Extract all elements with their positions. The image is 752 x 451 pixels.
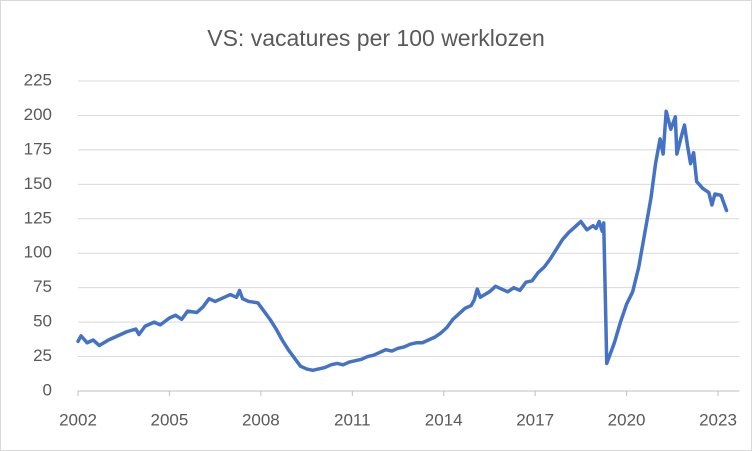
x-tick-label: 2008: [242, 410, 280, 429]
x-tick-label: 2002: [59, 410, 97, 429]
y-tick-label: 175: [24, 139, 52, 158]
y-tick-label: 200: [24, 105, 52, 124]
x-tick-label: 2005: [151, 410, 189, 429]
x-tick-label: 2011: [334, 410, 371, 429]
y-tick-label: 25: [33, 346, 52, 365]
y-tick-label: 150: [24, 174, 52, 193]
x-tick-label: 2023: [699, 410, 737, 429]
y-tick-label: 50: [33, 312, 52, 331]
y-tick-label: 100: [24, 243, 52, 262]
data-line: [76, 109, 729, 373]
y-tick-label: 0: [43, 380, 52, 399]
x-tick-label: 2017: [516, 410, 554, 429]
y-tick-label: 75: [33, 277, 52, 296]
x-tick-label: 2020: [608, 410, 646, 429]
chart-title: VS: vacatures per 100 werklozen: [207, 25, 545, 51]
x-tick-label: 2014: [425, 410, 463, 429]
y-tick-label: 225: [24, 70, 52, 89]
y-tick-label: 125: [24, 208, 52, 227]
